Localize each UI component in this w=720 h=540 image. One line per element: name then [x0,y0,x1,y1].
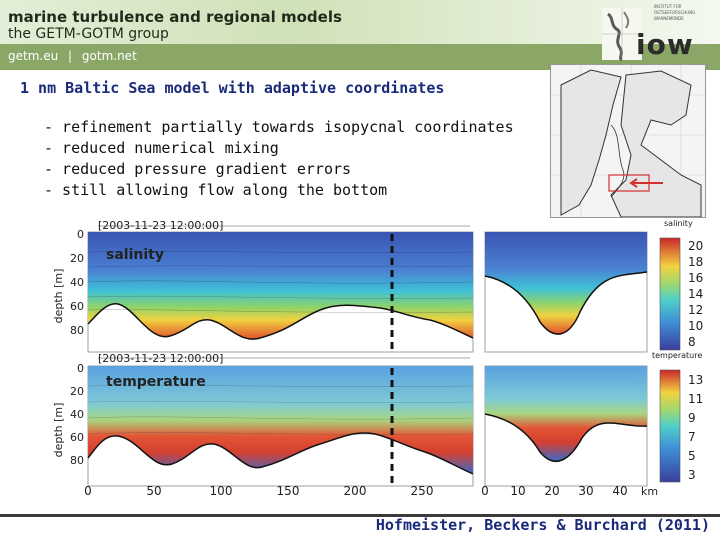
cbar-tick: 12 [688,303,703,317]
temperature-panel [87,357,681,487]
salinity-colorbar [659,237,681,351]
bullet-item: - reduced numerical mixing [44,139,279,157]
header-subtitle: the GETM-GOTM group [8,26,169,42]
citation: Hofmeister, Beckers & Burchard (2011) [375,516,710,534]
xtick-label: 10 [510,484,525,498]
salinity-timestamp: [2003-11-23 12:00:00] [98,219,223,232]
xtick-label: 40 [612,484,627,498]
header-title: marine turbulence and regional models [8,8,342,26]
cbar-tick: 11 [688,392,703,406]
transect-figure: [2003-11-23 12:00:00] salinity depth [m]… [52,219,703,498]
ytick-label: 60 [70,300,84,313]
slide-title: 1 nm Baltic Sea model with adaptive coor… [20,79,445,97]
temperature-label: temperature [106,374,206,390]
logo-institute-text: INSTITUT FÜR OSTSEEFORSCHUNG WARNEMÜNDE [654,4,696,21]
header-banner: marine turbulence and regional models th… [0,0,720,70]
temperature-colorbar [659,369,681,483]
cbar-tick: 7 [688,430,696,444]
salinity-ylabel: depth [m] [52,269,65,324]
cbar-tick: 18 [688,255,703,269]
xtick-label: 50 [146,484,161,498]
cbar-tick: 3 [688,468,696,482]
cbar-tick: 10 [688,319,703,333]
bullet-item: - reduced pressure gradient errors [44,160,352,178]
xtick-label: 20 [544,484,559,498]
link-gotm[interactable]: gotm.net [81,49,137,63]
xtick-label: 250 [411,484,434,498]
salinity-colorbar-ticks: 20 18 16 14 12 10 8 [688,239,703,349]
bullet-list: - refinement partially towards isopycnal… [44,117,514,201]
bullet-item: - still allowing flow along the bottom [44,181,388,199]
baltic-map-inset [550,64,706,218]
cbar-tick: 20 [688,239,703,253]
x-axis-right-ticks: 0 10 20 30 40 [481,484,627,498]
ytick-label: 60 [70,431,84,444]
cbar-tick: 5 [688,449,696,463]
ytick-label: 0 [77,362,84,375]
xtick-label: 200 [344,484,367,498]
link-getm[interactable]: getm.eu [8,49,59,63]
xtick-label: 150 [277,484,300,498]
temperature-timestamp: [2003-11-23 12:00:00] [98,352,223,365]
xtick-label: 0 [84,484,92,498]
cbar-tick: 9 [688,411,696,425]
bullet-item: - refinement partially towards isopycnal… [44,118,514,136]
temperature-colorbar-ticks: 13 11 9 7 5 3 [688,373,703,482]
ytick-label: 20 [70,252,84,265]
cbar-tick: 14 [688,287,703,301]
xtick-label: 100 [210,484,233,498]
ytick-label: 20 [70,385,84,398]
cbar-tick: 13 [688,373,703,387]
salinity-yticks: 0 20 40 60 80 [70,228,84,337]
iow-logo-icon [602,8,642,62]
ytick-label: 80 [70,454,84,467]
xtick-label: 0 [481,484,489,498]
footer-divider [0,514,720,517]
ytick-label: 80 [70,324,84,337]
logo-word: iow [636,28,694,61]
link-separator: | [68,49,73,63]
ytick-label: 0 [77,228,84,241]
ytick-label: 40 [70,408,84,421]
header-links: getm.eu | gotm.net [8,49,143,63]
map-drawing [551,65,705,218]
temperature-colorbar-label: temperature [652,351,702,360]
ytick-label: 40 [70,276,84,289]
temperature-yticks: 0 20 40 60 80 [70,362,84,467]
temperature-ylabel: depth [m] [52,403,65,458]
salinity-colorbar-label: salinity [664,219,693,228]
cbar-tick: 16 [688,271,703,285]
xtick-label: 30 [578,484,593,498]
x-axis-left-ticks: 0 50 100 150 200 250 [84,484,433,498]
salinity-label: salinity [106,247,164,263]
salinity-panel [87,225,681,353]
x-axis-unit: km [641,485,658,498]
cbar-tick: 8 [688,335,696,349]
